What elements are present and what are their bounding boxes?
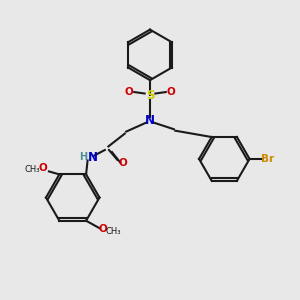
Text: O: O (119, 158, 128, 168)
Text: O: O (125, 87, 134, 97)
Text: S: S (146, 88, 154, 101)
Text: H: H (79, 152, 87, 162)
Text: O: O (167, 87, 175, 97)
Text: CH₃: CH₃ (24, 165, 40, 174)
Text: CH₃: CH₃ (106, 226, 122, 236)
Text: N: N (88, 151, 98, 164)
Text: O: O (38, 164, 47, 173)
Text: Br: Br (261, 154, 274, 164)
Text: O: O (99, 224, 107, 234)
Text: N: N (145, 114, 155, 127)
